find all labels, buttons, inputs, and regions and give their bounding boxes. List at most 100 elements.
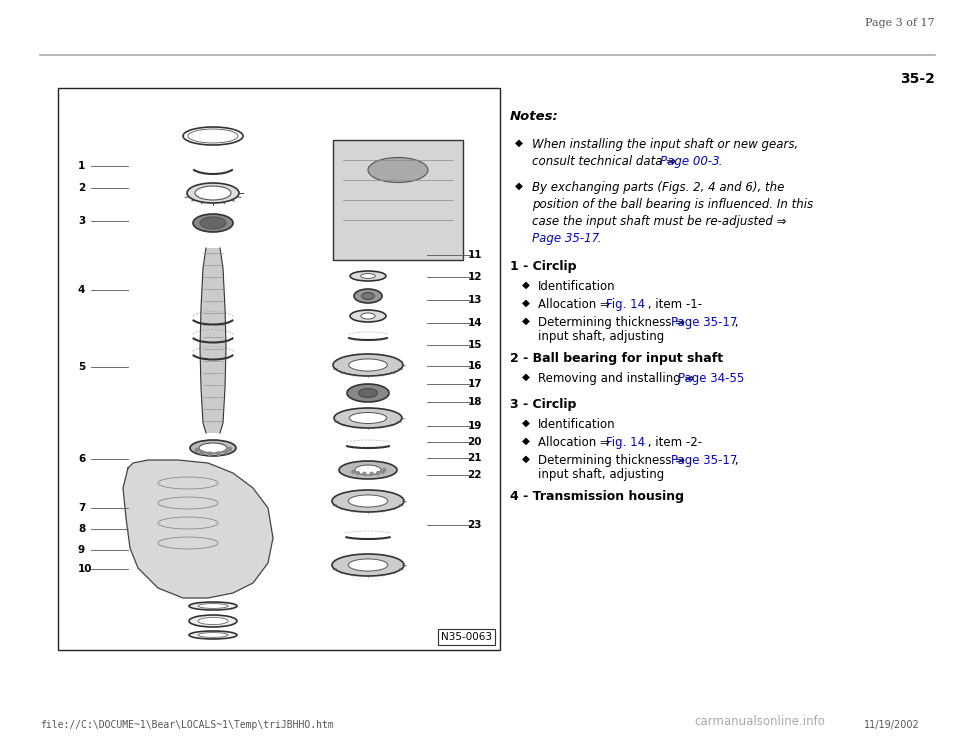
Ellipse shape [362,292,374,300]
Ellipse shape [347,384,389,402]
Ellipse shape [189,615,237,627]
Text: 20: 20 [468,437,482,447]
Text: , item -1-: , item -1- [644,298,702,311]
Text: ◆: ◆ [522,298,530,308]
Text: 16: 16 [468,361,482,371]
Text: position of the ball bearing is influenced. In this: position of the ball bearing is influenc… [532,198,813,211]
Circle shape [216,451,221,456]
Ellipse shape [348,495,388,507]
Text: file://C:\DOCUME~1\Bear\LOCALS~1\Temp\triJBHHO.htm: file://C:\DOCUME~1\Bear\LOCALS~1\Temp\tr… [40,720,334,730]
Text: N35-0063: N35-0063 [441,632,492,642]
Text: input shaft, adjusting: input shaft, adjusting [538,468,664,481]
Ellipse shape [189,602,237,610]
Circle shape [362,472,367,476]
Text: Notes:: Notes: [510,110,559,123]
Text: Page 35-17: Page 35-17 [671,316,737,329]
Text: input shaft, adjusting: input shaft, adjusting [538,330,664,343]
Ellipse shape [188,129,238,143]
Text: 3 - Circlip: 3 - Circlip [510,398,576,411]
Text: Page 3 of 17: Page 3 of 17 [865,18,935,28]
Text: 1 - Circlip: 1 - Circlip [510,260,577,273]
Text: ◆: ◆ [522,316,530,326]
Ellipse shape [198,633,228,637]
Text: Identification: Identification [538,280,615,293]
Text: Allocation ⇒: Allocation ⇒ [538,436,613,449]
Text: 23: 23 [468,519,482,530]
Circle shape [355,471,360,476]
Ellipse shape [189,631,237,639]
Text: 22: 22 [468,470,482,479]
Text: Removing and installing ⇒: Removing and installing ⇒ [538,372,698,385]
Ellipse shape [350,271,386,281]
Text: 6: 6 [78,454,85,464]
Text: Determining thickness ⇒: Determining thickness ⇒ [538,454,689,467]
Text: 4: 4 [78,286,85,295]
Circle shape [194,447,200,453]
Text: ◆: ◆ [522,454,530,464]
Text: carmanualsonline.info: carmanualsonline.info [695,715,826,728]
Ellipse shape [198,617,228,625]
Ellipse shape [195,186,231,200]
Ellipse shape [339,461,397,479]
Text: 14: 14 [468,318,482,328]
Ellipse shape [332,490,404,512]
Text: 13: 13 [468,295,482,306]
Circle shape [380,470,385,474]
Ellipse shape [361,274,375,278]
Ellipse shape [349,413,387,424]
Text: Page 35-17: Page 35-17 [532,232,599,245]
Text: Fig. 14: Fig. 14 [606,298,645,311]
Text: Page 34-55: Page 34-55 [678,372,744,385]
Text: ,: , [731,454,738,467]
Circle shape [376,471,380,476]
Text: When installing the input shaft or new gears,: When installing the input shaft or new g… [532,138,799,151]
Text: Page 00-3: Page 00-3 [660,155,720,168]
Text: Determining thickness ⇒: Determining thickness ⇒ [538,316,689,329]
Ellipse shape [358,389,377,398]
Bar [58,88,500,650]
Circle shape [382,467,387,472]
Text: By exchanging parts (Figs. 2, 4 and 6), the: By exchanging parts (Figs. 2, 4 and 6), … [532,181,784,194]
Text: 4 - Transmission housing: 4 - Transmission housing [510,490,684,503]
Text: 1: 1 [78,160,85,171]
Text: ◆: ◆ [522,418,530,428]
Text: 17: 17 [468,378,482,389]
Text: 3: 3 [78,216,85,226]
Text: , item -2-: , item -2- [644,436,702,449]
Text: .: . [715,155,723,168]
Ellipse shape [190,440,236,456]
Text: 18: 18 [468,396,482,407]
Text: .: . [594,232,602,245]
Text: ,: , [731,316,738,329]
Polygon shape [200,248,226,433]
Text: 21: 21 [468,453,482,463]
Text: 35-2: 35-2 [900,72,935,86]
Text: ◆: ◆ [522,280,530,290]
Text: 2 - Ball bearing for input shaft: 2 - Ball bearing for input shaft [510,352,723,365]
Text: ◆: ◆ [522,436,530,446]
Text: 5: 5 [78,362,85,372]
Circle shape [200,450,204,455]
Text: consult technical data ⇒: consult technical data ⇒ [532,155,680,168]
Ellipse shape [333,354,403,376]
Circle shape [370,472,373,476]
Ellipse shape [198,603,228,608]
Text: 11/19/2002: 11/19/2002 [864,720,920,730]
Ellipse shape [187,183,239,203]
Text: 12: 12 [468,272,482,283]
Circle shape [228,447,232,452]
Text: ◆: ◆ [515,181,523,191]
Text: 15: 15 [468,340,482,349]
Polygon shape [123,460,273,598]
Text: 9: 9 [78,545,85,555]
Circle shape [207,451,212,456]
Ellipse shape [199,443,227,453]
Text: ◆: ◆ [515,138,523,148]
Text: 19: 19 [468,421,482,431]
Ellipse shape [354,289,382,303]
Text: 10: 10 [78,563,92,574]
Text: 8: 8 [78,524,85,534]
Ellipse shape [368,157,428,183]
Text: 7: 7 [78,503,85,513]
Circle shape [351,470,355,474]
